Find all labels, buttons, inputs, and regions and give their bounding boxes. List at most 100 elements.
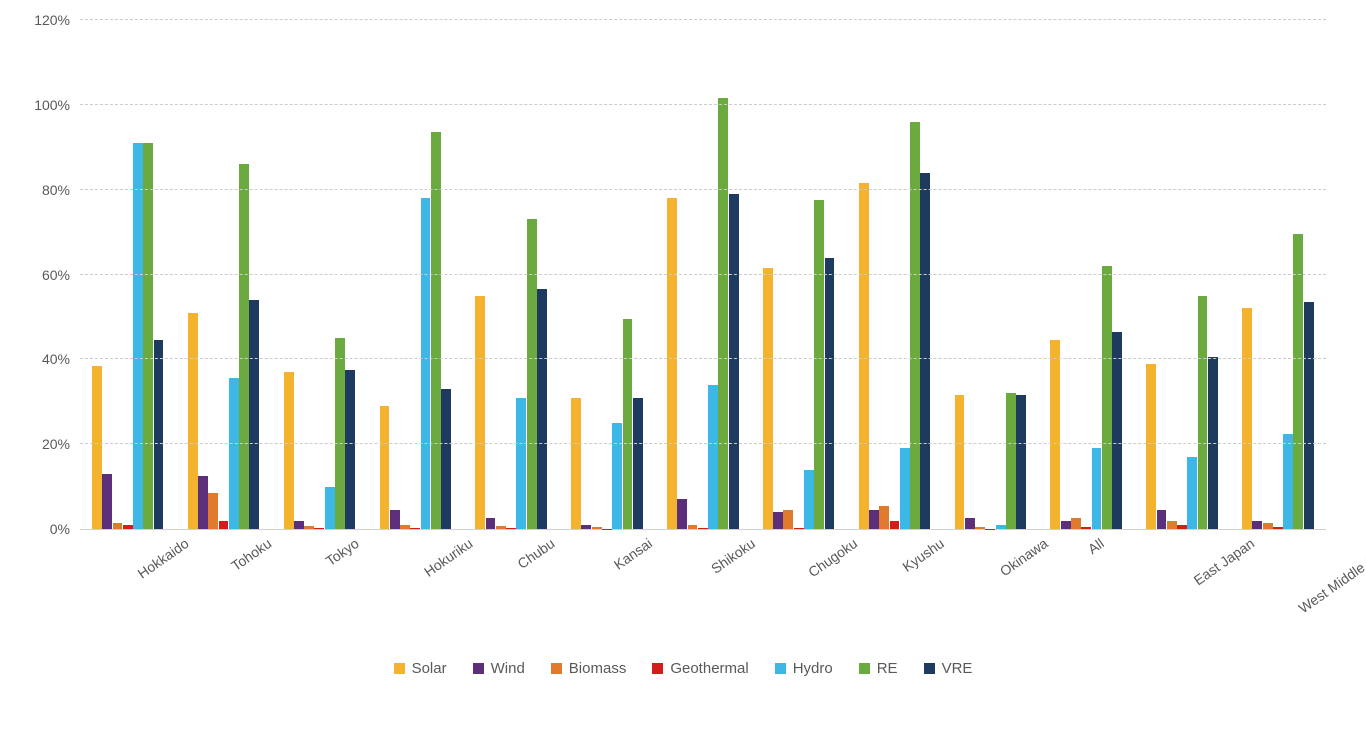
bar [1198, 296, 1208, 529]
bar [198, 476, 208, 529]
legend-swatch [394, 663, 405, 674]
x-tick-label: West Middle Japan [1296, 535, 1366, 616]
chart-container: 0%20%40%60%80%100%120% HokkaidoTohokuTok… [0, 0, 1366, 734]
bar [219, 521, 229, 529]
gridline [80, 358, 1326, 359]
bar [859, 183, 869, 529]
legend-label: Wind [491, 660, 525, 677]
legend-swatch [775, 663, 786, 674]
legend-label: Geothermal [670, 660, 748, 677]
bar [325, 487, 335, 529]
x-tick-label: Chugoku [805, 535, 860, 580]
bars-layer [80, 20, 1326, 529]
bar [1146, 364, 1156, 529]
bar [1167, 521, 1177, 529]
legend-item: RE [859, 660, 898, 677]
bar [1006, 393, 1016, 529]
bar [249, 300, 259, 529]
bar [623, 319, 633, 529]
bar [1252, 521, 1262, 529]
bar [441, 389, 451, 529]
bar [1304, 302, 1314, 529]
bar [92, 366, 102, 529]
x-tick-label: Okinawa [996, 535, 1050, 579]
legend-item: Wind [473, 660, 525, 677]
bar [486, 518, 496, 529]
bar [229, 378, 239, 529]
legend-item: VRE [924, 660, 973, 677]
bar [783, 510, 793, 529]
bar [314, 528, 324, 529]
legend-label: Solar [412, 660, 447, 677]
bar [718, 98, 728, 529]
legend: Solar Wind Biomass Geothermal Hydro RE VRE [0, 660, 1366, 677]
legend-swatch [551, 663, 562, 674]
bar [475, 296, 485, 529]
bar [1242, 308, 1252, 529]
legend-label: Hydro [793, 660, 833, 677]
bar [390, 510, 400, 529]
bar [571, 398, 581, 529]
bar [729, 194, 739, 529]
bar [890, 521, 900, 529]
bar [1050, 340, 1060, 529]
legend-label: RE [877, 660, 898, 677]
bar [1102, 266, 1112, 529]
bar [188, 313, 198, 529]
bar [284, 372, 294, 529]
bar [1081, 527, 1091, 529]
legend-item: Biomass [551, 660, 627, 677]
bar [496, 526, 506, 529]
legend-item: Hydro [775, 660, 833, 677]
y-tick-label: 0% [30, 521, 70, 537]
bar [400, 525, 410, 529]
bar [1263, 523, 1273, 529]
x-tick-label: East Japan [1191, 535, 1258, 588]
y-tick-label: 120% [30, 12, 70, 28]
legend-label: Biomass [569, 660, 627, 677]
bar [920, 173, 930, 529]
bar [516, 398, 526, 529]
x-tick-label: All [1085, 535, 1107, 557]
x-tick-label: Hokkaido [134, 535, 191, 582]
y-tick-label: 60% [30, 267, 70, 283]
y-tick-label: 40% [30, 351, 70, 367]
bar [667, 198, 677, 529]
bar [1187, 457, 1197, 529]
bar [975, 527, 985, 529]
bar [965, 518, 975, 529]
bar [123, 525, 133, 529]
bar [612, 423, 622, 529]
bar [380, 406, 390, 529]
legend-swatch [473, 663, 484, 674]
bar [1177, 525, 1187, 529]
bar [1157, 510, 1167, 529]
legend-swatch [652, 663, 663, 674]
legend-label: VRE [942, 660, 973, 677]
x-tick-label: Kansai [611, 535, 655, 573]
bar [421, 198, 431, 529]
bar [996, 525, 1006, 529]
legend-item: Geothermal [652, 660, 748, 677]
bar [102, 474, 112, 529]
y-tick-label: 20% [30, 436, 70, 452]
bar [879, 506, 889, 529]
bar [763, 268, 773, 529]
bar [1092, 448, 1102, 529]
x-tick-label: Hokuriku [421, 535, 475, 580]
bar [804, 470, 814, 529]
gridline [80, 189, 1326, 190]
bar [431, 132, 441, 529]
gridline [80, 274, 1326, 275]
bar [208, 493, 218, 529]
bar [527, 219, 537, 529]
bar [698, 528, 708, 529]
bar [1283, 434, 1293, 529]
bar [133, 143, 143, 529]
bar [1016, 395, 1026, 529]
gridline [80, 19, 1326, 20]
bar [154, 340, 164, 529]
bar [1112, 332, 1122, 529]
bar [688, 525, 698, 529]
bar [1273, 527, 1283, 529]
